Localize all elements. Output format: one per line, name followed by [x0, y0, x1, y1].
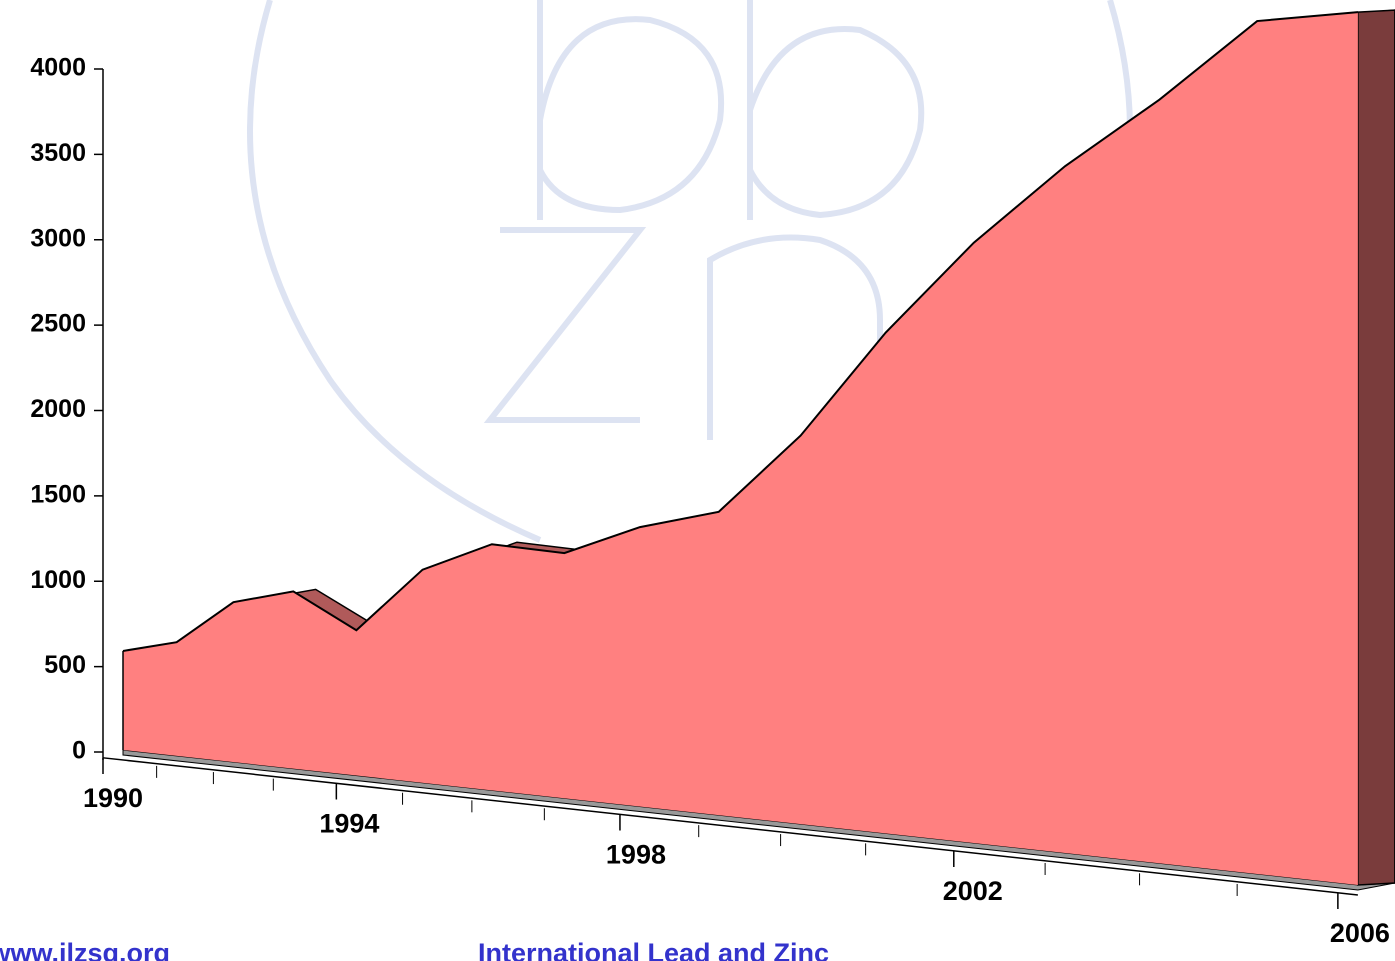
chart: www.ilzsg.org International Lead and Zin… [0, 0, 1395, 961]
y-tick-label: 1000 [30, 566, 86, 594]
y-tick-label: 2500 [30, 310, 86, 338]
page: {"chart_data": {"type": "area", "x": [19… [0, 0, 1395, 961]
y-tick-label: 3500 [30, 139, 86, 167]
x-tick-label: 1990 [83, 783, 143, 813]
area-side [1358, 10, 1395, 885]
y-tick-label: 3000 [30, 224, 86, 252]
x-tick-label: 2006 [1330, 918, 1390, 948]
x-tick-label: 1998 [606, 840, 666, 870]
area [123, 12, 1358, 885]
footer-organization: International Lead and Zinc [478, 938, 829, 961]
x-tick-label: 1994 [319, 809, 379, 839]
y-tick-label: 2000 [30, 395, 86, 423]
y-tick-label: 0 [72, 737, 86, 765]
x-tick-label: 2002 [943, 876, 1003, 906]
footer-website: www.ilzsg.org [0, 938, 170, 961]
y-tick-label: 4000 [30, 54, 86, 82]
y-tick-label: 500 [44, 651, 86, 679]
y-tick-label: 1500 [30, 480, 86, 508]
